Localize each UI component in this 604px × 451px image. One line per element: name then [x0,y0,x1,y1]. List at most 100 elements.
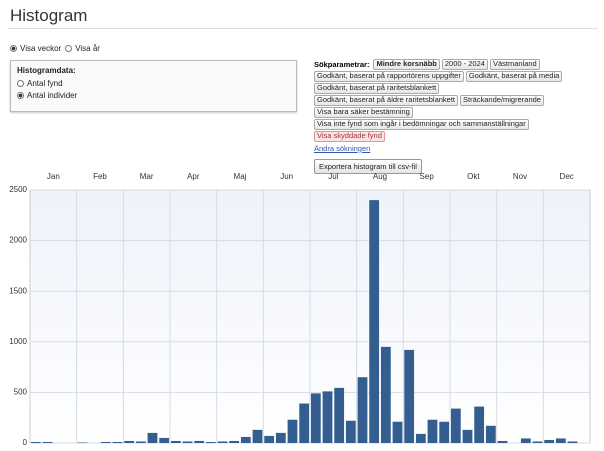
bar [415,433,426,443]
param-tag[interactable]: Mindre korsnäbb [373,59,440,70]
bar [520,438,531,443]
bar [474,406,485,443]
tag-row: Visa skyddade fynd [314,131,599,142]
month-label: Dec [560,172,574,181]
chart: Jan Feb Mar Apr Maj Jun Jul Aug Sep Okt Nov Dec 0 500… [9,172,591,447]
bar [182,441,193,443]
month-label: Okt [467,172,480,181]
bar [42,441,53,443]
month-label: Nov [513,172,527,181]
y-tick-label: 0 [23,438,28,447]
radio-label: Visa år [75,44,100,53]
export-button[interactable]: Exportera histogram till csv-fil [314,158,422,174]
histogram-data-box: Histogramdata: Antal fynd Antal individer [10,60,297,112]
radio-option[interactable]: Visa år [65,44,100,53]
bar [357,377,368,443]
bar [380,346,391,443]
bar [322,391,333,443]
param-tag[interactable]: Godkänt, baserat på media [465,71,563,82]
tag-row: Godkänt, baserat på äldre raritetsblanke… [314,95,599,106]
month-label: Jan [47,172,60,181]
param-tag[interactable]: Sträckande/migrerande [460,95,544,106]
radio-button[interactable] [17,92,24,99]
bar [544,439,555,443]
bar [310,393,321,443]
radio-button[interactable] [17,80,24,87]
box-title: Histogramdata: [17,66,76,75]
tag-row: Godkänt, baserat på raritetsblankett [314,83,599,94]
param-tag[interactable]: Visa skyddade fynd [314,131,385,142]
bar [217,441,228,443]
bar [124,440,135,443]
title-rule [8,28,598,29]
month-label: Feb [93,172,107,181]
y-tick-label: 2500 [9,185,27,194]
y-tick-label: 1500 [9,286,27,295]
tag-row: Sökparametrar: Mindre korsnäbb 2000 - 2024… [314,59,599,70]
bar [100,441,111,443]
y-tick-label: 500 [14,388,28,397]
month-label: Jun [280,172,293,181]
bar [334,387,345,443]
bar [485,425,496,443]
bar [147,432,158,443]
bar [135,441,146,443]
bar [532,441,543,443]
tag-row: Visa bara säker bestämning [314,107,599,118]
param-tag[interactable]: Godkänt, baserat på raritetsblankett [314,83,440,94]
bar [30,441,41,443]
tag-row: Godkänt, baserat på rapportörens uppgift… [314,71,599,82]
radio-option[interactable]: Antal individer [17,91,286,100]
page-title: Histogram [10,6,88,25]
search-params: Sökparametrar: Mindre korsnäbb 2000 - 2024… [314,59,599,174]
bar [240,436,251,443]
month-label: Sep [420,172,435,181]
bar [229,440,240,443]
param-tag[interactable]: Visa bara säker bestämning [314,107,413,118]
bar [112,441,123,443]
y-tick-label: 2000 [9,236,27,245]
bar [404,349,415,443]
bar [170,440,181,443]
bar [252,429,263,443]
bar [497,440,508,443]
y-tick-label: 1000 [9,337,27,346]
bar [275,432,286,443]
param-tag[interactable]: Godkänt, baserat på rapportörens uppgift… [314,71,464,82]
bar [77,442,88,443]
radio-option[interactable]: Visa veckor [10,44,61,53]
month-label: Jul [328,172,338,181]
month-label: Apr [187,172,200,181]
change-search-link[interactable]: Ändra sökningen [314,143,371,153]
bar [555,438,566,443]
bar [194,440,205,443]
bar [287,419,298,443]
radio-label: Antal individer [27,91,78,100]
bar [299,403,310,443]
bar [439,421,450,443]
bar [392,421,403,443]
param-tag[interactable]: 2000 - 2024 [441,59,488,70]
bar [450,408,461,443]
radio-label: Visa veckor [20,44,62,53]
bar [264,435,275,443]
month-label: Maj [234,172,247,181]
param-tag[interactable]: Godkänt, baserat på äldre raritetsblanke… [314,95,458,106]
month-label: Mar [140,172,154,181]
radio-option[interactable]: Antal fynd [17,79,286,88]
bar [567,441,578,443]
bar [369,200,380,443]
bar [462,429,473,443]
tag-row: Visa inte fynd som ingår i bedömningar o… [314,119,599,130]
param-tag[interactable]: Västmanland [489,59,540,70]
bar [205,441,216,443]
view-options: Visa veckor Visa år [10,39,104,57]
bar [159,437,170,443]
radio-button[interactable] [65,45,73,52]
param-tag[interactable]: Visa inte fynd som ingår i bedömningar o… [314,119,529,130]
month-label: Aug [373,172,387,181]
params-label: Sökparametrar: [314,59,370,69]
radio-button[interactable] [10,45,17,52]
bar [345,420,356,443]
